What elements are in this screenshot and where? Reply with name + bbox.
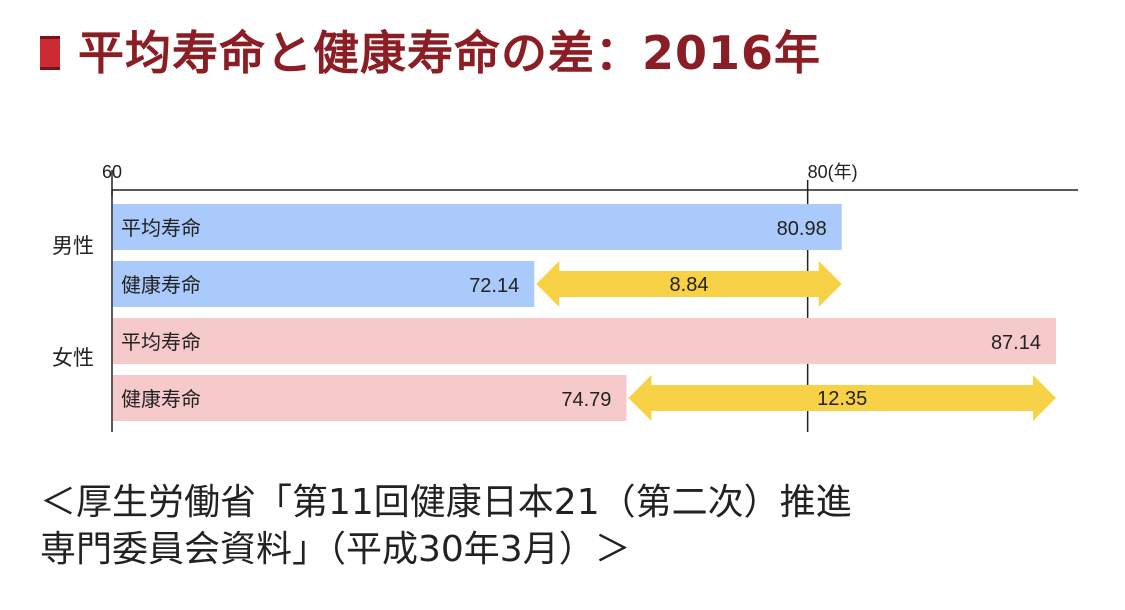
bar-value-label: 74.79 (561, 389, 611, 411)
difference-arrow (628, 375, 1056, 421)
bar-category-label: 平均寿命 (121, 216, 201, 240)
bar (113, 261, 535, 307)
bar-category-label: 平均寿命 (121, 330, 201, 354)
bar-value-label: 80.98 (777, 218, 827, 240)
life-expectancy-chart: 60 80(年) 男性 平均寿命 80.98 健康寿命 72.14 8.84 女性 平均寿命 87.… (0, 150, 1125, 450)
bar-value-label: 72.14 (469, 275, 519, 297)
page-title-wrap: 平均寿命と健康寿命の差：2016年 (40, 30, 821, 76)
difference-label: 8.84 (670, 274, 709, 296)
bar (113, 318, 1056, 364)
difference-arrow (536, 261, 842, 307)
x-tick-label: 80(年) (808, 162, 858, 182)
group-label: 女性 (52, 346, 94, 370)
x-tick-label: 60 (102, 162, 122, 182)
source-line-1: ＜厚生労働省「第11回健康日本21（第二次）推進 (40, 482, 852, 523)
group-label: 男性 (52, 234, 94, 258)
difference-label: 12.35 (817, 388, 867, 410)
title-marker-icon (40, 36, 60, 70)
source-line-2: 専門委員会資料」（平成30年3月）＞ (40, 528, 631, 570)
bar-value-label: 87.14 (991, 332, 1041, 354)
bar-category-label: 健康寿命 (121, 273, 201, 297)
source-caption: ＜厚生労働省「第11回健康日本21（第二次）推進 専門委員会資料」（平成30年3… (40, 480, 1085, 574)
bar (113, 204, 842, 250)
bar-category-label: 健康寿命 (121, 387, 201, 411)
page-title: 平均寿命と健康寿命の差：2016年 (78, 26, 822, 80)
bar (113, 375, 627, 421)
